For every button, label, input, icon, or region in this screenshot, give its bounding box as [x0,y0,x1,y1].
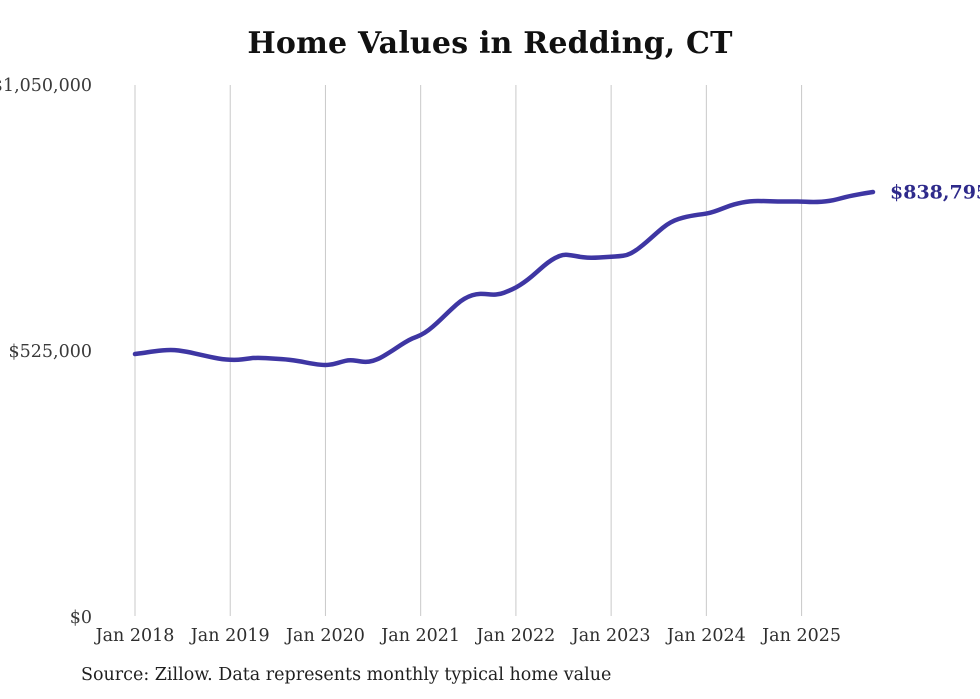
source-note: Source: Zillow. Data represents monthly … [81,665,612,685]
x-axis-tick-label: Jan 2023 [570,626,651,646]
home-value-line [132,189,876,368]
end-value-label: $838,795 [890,182,980,204]
y-axis-tick-label: $0 [70,608,92,628]
y-axis-tick-label: $1,050,000 [0,76,92,96]
x-axis-tick-label: Jan 2020 [284,626,365,646]
chart-title: Home Values in Redding, CT [247,26,733,61]
x-axis-tick-label: Jan 2019 [189,626,270,646]
x-axis-tick-label: Jan 2022 [474,626,555,646]
x-axis-tick-label: Jan 2018 [94,626,175,646]
x-axis-tick-label: Jan 2024 [665,626,746,646]
y-axis-tick-label: $525,000 [8,342,92,362]
x-axis-tick-label: Jan 2021 [379,626,460,646]
x-axis-tick-label: Jan 2025 [760,626,841,646]
